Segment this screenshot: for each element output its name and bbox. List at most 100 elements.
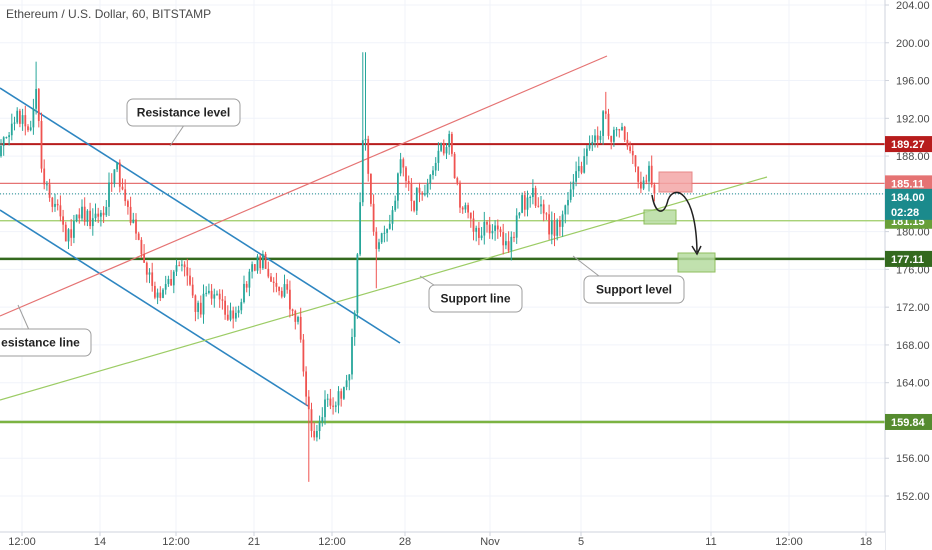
candle-body bbox=[16, 110, 19, 123]
candle-body bbox=[359, 202, 361, 255]
candle-body bbox=[13, 122, 16, 124]
candle-body bbox=[24, 115, 27, 127]
candle-body bbox=[183, 264, 186, 268]
candle-body bbox=[194, 295, 197, 312]
y-tick-label: 152.00 bbox=[896, 491, 930, 503]
candle-body bbox=[343, 387, 345, 399]
candle-body bbox=[62, 216, 64, 225]
candle-body bbox=[380, 233, 383, 243]
candle-body bbox=[372, 203, 375, 232]
candle-body bbox=[545, 213, 548, 215]
candle-body bbox=[148, 272, 151, 275]
candle-body bbox=[634, 155, 637, 167]
candle-body bbox=[437, 150, 440, 163]
candle-body bbox=[118, 162, 121, 187]
candle-body bbox=[488, 224, 491, 234]
candle-body bbox=[532, 187, 534, 198]
projection-zones bbox=[643, 171, 716, 273]
candle-body bbox=[280, 290, 283, 297]
candle-body bbox=[375, 231, 378, 249]
candle-body bbox=[116, 162, 118, 170]
channel-upper-line bbox=[0, 87, 401, 344]
candle-body bbox=[378, 242, 380, 249]
candle-body bbox=[399, 159, 402, 174]
projection-arrowhead bbox=[691, 245, 702, 256]
candles bbox=[0, 52, 656, 482]
candle-body bbox=[440, 143, 442, 151]
y-tick-label: 164.00 bbox=[896, 378, 930, 390]
candle-body bbox=[318, 422, 321, 432]
x-tick-label: 12:00 bbox=[8, 536, 36, 548]
candle-body bbox=[529, 197, 532, 199]
candle-body bbox=[370, 173, 372, 204]
candle-body bbox=[262, 253, 264, 269]
candle-body bbox=[83, 206, 86, 222]
callout-support-level-label: Support level bbox=[596, 283, 672, 297]
candle-body bbox=[19, 110, 21, 124]
candle-body bbox=[421, 192, 424, 195]
candle-body bbox=[550, 220, 553, 235]
candle-body bbox=[591, 141, 594, 145]
candle-body bbox=[645, 180, 648, 182]
candle-body bbox=[637, 166, 640, 182]
y-tick-label: 204.00 bbox=[896, 0, 930, 12]
candle-body bbox=[494, 225, 496, 231]
candle-body bbox=[615, 129, 618, 131]
candle-body bbox=[486, 221, 488, 225]
x-tick-label: 14 bbox=[94, 536, 106, 548]
y-tick-label: 176.00 bbox=[896, 264, 930, 276]
candle-body bbox=[213, 294, 216, 299]
candle-body bbox=[208, 290, 210, 293]
candle-body bbox=[159, 292, 162, 298]
candle-body bbox=[245, 283, 248, 288]
candle-body bbox=[81, 206, 83, 219]
target-zone-green-upper bbox=[643, 209, 677, 225]
candle-body bbox=[348, 374, 351, 381]
candle-body bbox=[143, 254, 145, 263]
candle-body bbox=[599, 135, 602, 140]
candle-body bbox=[326, 398, 329, 400]
candle-body bbox=[472, 218, 475, 232]
candle-body bbox=[402, 159, 405, 168]
candle-body bbox=[37, 88, 40, 121]
candle-body bbox=[237, 310, 240, 313]
callout-resistance-level-box bbox=[126, 98, 241, 127]
candle-body bbox=[448, 133, 451, 148]
candle-body bbox=[337, 391, 340, 406]
candle-body bbox=[480, 235, 483, 238]
candle-body bbox=[540, 204, 542, 207]
candle-body bbox=[272, 281, 275, 283]
candle-body bbox=[626, 139, 629, 147]
candle-body bbox=[210, 290, 213, 299]
candle-body bbox=[577, 166, 580, 172]
candle-body bbox=[650, 165, 653, 185]
candle-body bbox=[251, 264, 253, 272]
candle-body bbox=[364, 138, 367, 141]
candle-body bbox=[145, 262, 148, 275]
candle-body bbox=[607, 113, 610, 136]
candle-body bbox=[553, 220, 556, 236]
candle-body bbox=[456, 178, 459, 183]
candle-body bbox=[191, 284, 194, 296]
candle-body bbox=[102, 212, 105, 216]
candle-body bbox=[253, 264, 256, 271]
candle-body bbox=[162, 289, 164, 298]
candle-body bbox=[464, 205, 467, 210]
candle-body bbox=[151, 272, 154, 286]
y-tick-label: 156.00 bbox=[896, 453, 930, 465]
candle-body bbox=[518, 212, 521, 216]
chart-title: Ethereum / U.S. Dollar, 60, BITSTAMP bbox=[6, 7, 211, 21]
candle-body bbox=[521, 195, 523, 213]
candle-body bbox=[140, 239, 143, 255]
candle-body bbox=[54, 203, 56, 207]
candle-body bbox=[243, 283, 245, 303]
candle-body bbox=[167, 279, 170, 285]
candle-body bbox=[132, 219, 135, 223]
candle-body bbox=[267, 268, 270, 277]
candle-body bbox=[259, 256, 262, 269]
current-price-tag-bg bbox=[885, 188, 932, 205]
pink-level-line-tag-text: 185.11 bbox=[891, 178, 924, 190]
candle-body bbox=[596, 135, 599, 140]
candle-body bbox=[302, 339, 305, 372]
